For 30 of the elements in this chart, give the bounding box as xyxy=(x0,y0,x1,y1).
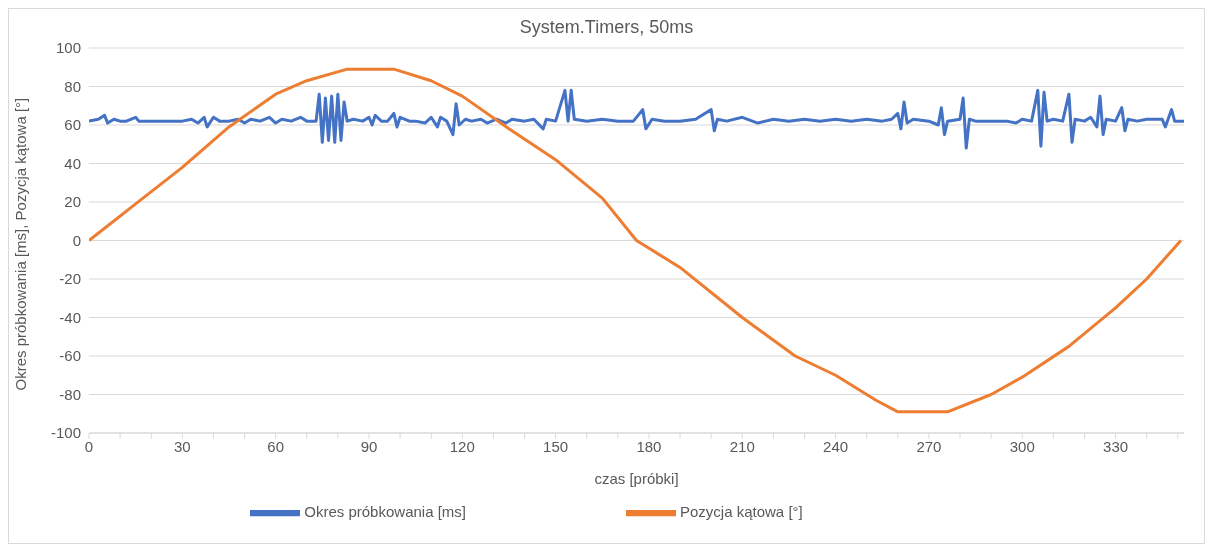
line-series xyxy=(89,67,1183,414)
legend-label: Okres próbkowania [ms] xyxy=(304,502,466,520)
x-tick-label: 270 xyxy=(916,437,942,455)
y-axis-title: Okres próbkowania [ms], Pozycja kątowa [°] xyxy=(12,97,30,391)
x-tick-label: 90 xyxy=(360,437,378,455)
x-tick-label: 150 xyxy=(543,437,569,455)
y-tick-label: 80 xyxy=(64,77,81,95)
y-tick-label: -60 xyxy=(59,347,81,365)
x-tick-label: 60 xyxy=(267,437,284,455)
y-tick-label: 100 xyxy=(55,39,81,57)
x-tick-label: 210 xyxy=(729,437,755,455)
x-tick-label: 330 xyxy=(1103,437,1129,455)
y-tick-label: 0 xyxy=(72,231,81,249)
line-series xyxy=(89,88,1184,150)
chart-title: System.Timers, 50ms xyxy=(518,16,695,38)
legend-label: Pozycja kątowa [°] xyxy=(680,502,803,520)
x-tick-label: 240 xyxy=(823,437,849,455)
y-tick-label: 60 xyxy=(64,116,81,134)
x-tick-label: 120 xyxy=(449,437,475,455)
y-tick-label: 20 xyxy=(64,193,81,211)
x-tick-label: 180 xyxy=(636,437,662,455)
y-tick-label: 40 xyxy=(64,154,81,172)
x-tick-label: 30 xyxy=(173,437,191,455)
y-tick-label: -80 xyxy=(59,385,81,403)
y-tick-label: -100 xyxy=(50,424,81,442)
x-axis-title: czas [próbki] xyxy=(594,470,679,487)
y-tick-label: -40 xyxy=(59,308,81,326)
x-tick-label: 300 xyxy=(1009,437,1035,455)
x-tick-label: 0 xyxy=(84,437,94,455)
y-tick-label: -20 xyxy=(59,270,81,288)
